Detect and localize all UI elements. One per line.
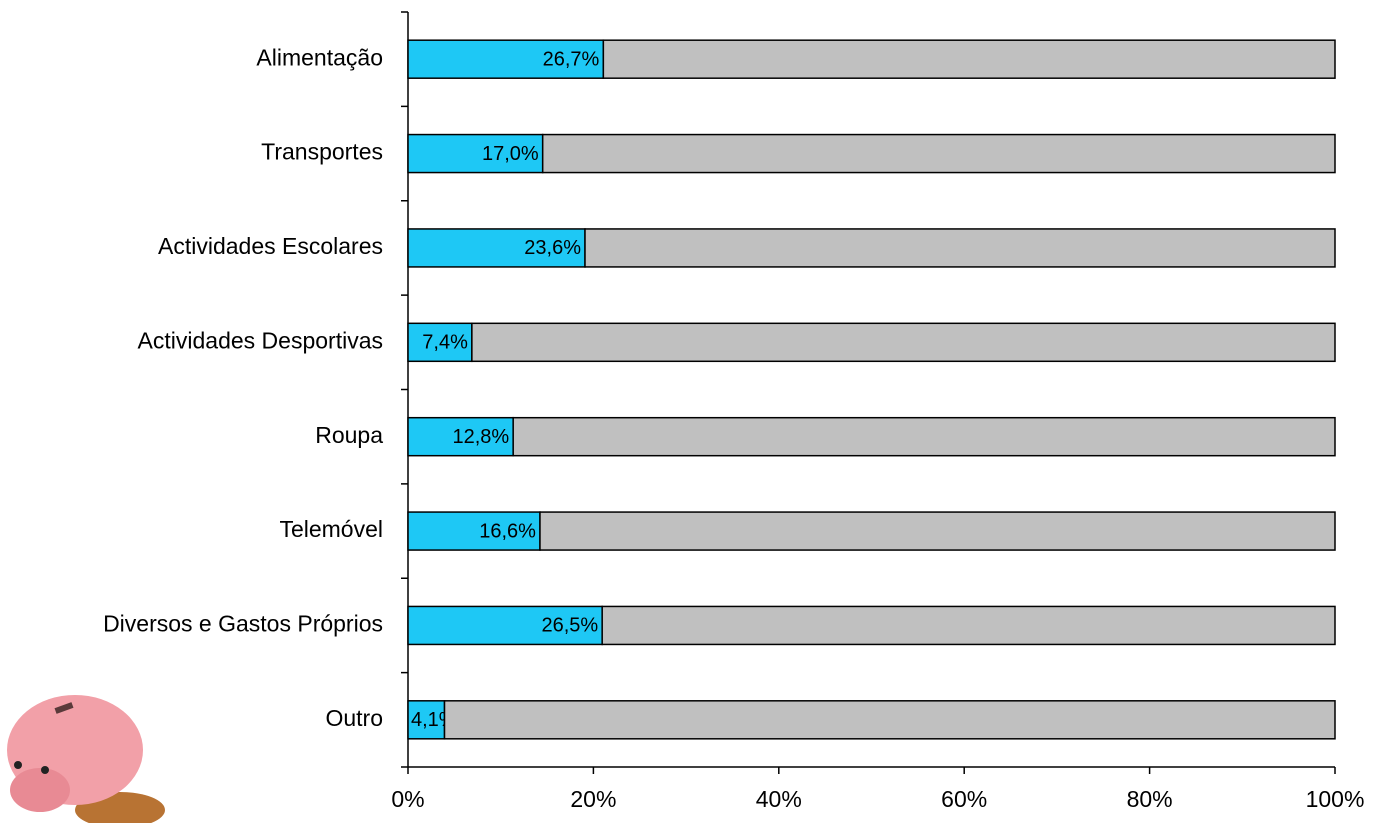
data-label: 17,0% (482, 143, 539, 165)
bar-segment (601, 605, 1336, 646)
bar-segment (443, 700, 1336, 740)
x-tick-label: 60% (941, 786, 987, 812)
data-label: 12,8% (452, 426, 509, 448)
piggy-bank-icon (7, 695, 165, 823)
y-tick-label: Roupa (315, 422, 383, 448)
x-tick-label: 100% (1306, 786, 1365, 812)
bar-segment (407, 133, 544, 174)
bar-segment (407, 700, 446, 740)
data-label: 7,4% (422, 332, 468, 354)
y-tick-label: Telemóvel (279, 516, 383, 542)
x-tick-label: 40% (756, 786, 802, 812)
data-label: 16,6% (479, 520, 536, 542)
y-tick-label: Actividades Escolares (158, 233, 383, 259)
bar-segment (541, 133, 1336, 174)
bar-segment (584, 228, 1336, 268)
y-tick-label: Alimentação (256, 44, 383, 70)
y-tick-label: Outro (325, 705, 383, 731)
bar-segment (407, 605, 603, 646)
data-label: 26,7% (543, 48, 600, 70)
x-tick-label: 80% (1127, 786, 1173, 812)
bar-segment (407, 511, 541, 551)
y-tick-label: Transportes (261, 139, 383, 165)
bar-segment (471, 322, 1336, 363)
x-tick-label: 20% (570, 786, 616, 812)
y-tick-label: Diversos e Gastos Próprios (103, 611, 383, 637)
bar-segment (407, 416, 514, 457)
bar-segment (602, 39, 1336, 79)
bar-segment (512, 416, 1336, 457)
x-tick-label: 0% (391, 786, 424, 812)
data-label: 23,6% (524, 237, 581, 259)
data-label: 26,5% (541, 615, 598, 637)
bar-segment (539, 511, 1336, 551)
y-tick-label: Actividades Desportivas (138, 327, 383, 353)
